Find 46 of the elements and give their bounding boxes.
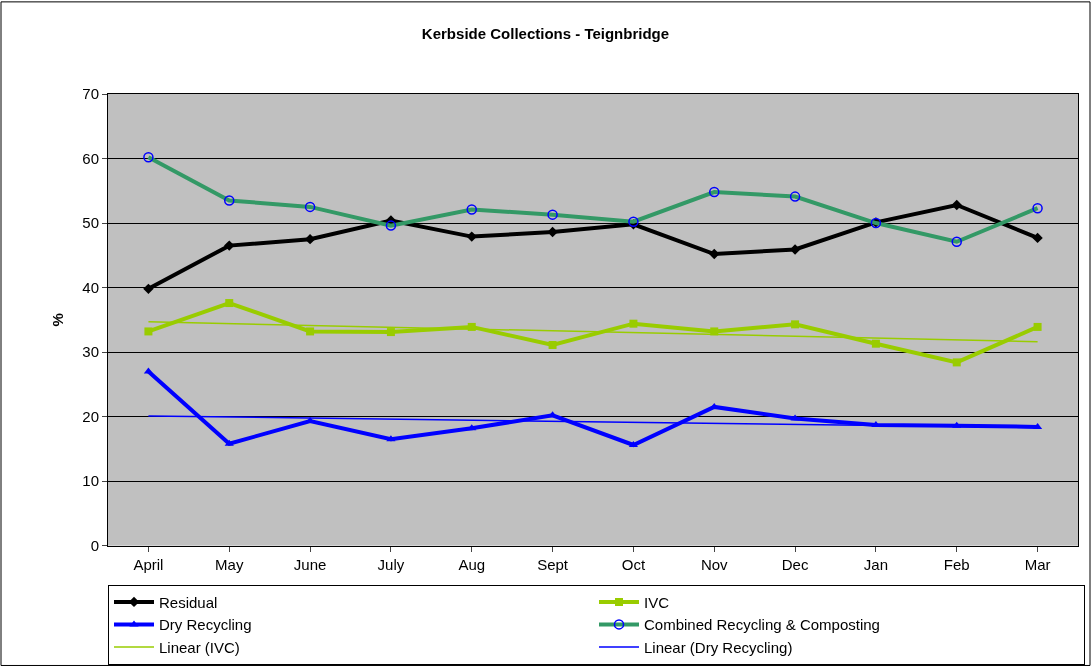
point xyxy=(1032,232,1043,244)
point xyxy=(1033,322,1042,331)
point xyxy=(548,340,557,349)
point xyxy=(951,199,962,211)
chart-title: Kerbside Collections - Teignbridge xyxy=(421,24,670,42)
x-tick-label: June xyxy=(293,555,327,573)
legend-label: Linear (Dry Recycling) xyxy=(644,638,793,656)
y-tick-label: 70 xyxy=(82,85,99,103)
point xyxy=(143,283,154,295)
legend-label: IVC xyxy=(644,593,670,611)
y-tick-label: 30 xyxy=(82,343,99,361)
point xyxy=(386,328,395,337)
y-tick-label: 20 xyxy=(82,407,99,425)
y-axis-title: % xyxy=(48,313,66,327)
point xyxy=(144,327,153,336)
point xyxy=(306,327,315,336)
y-tick-label: 0 xyxy=(90,536,99,554)
y-tick-label: 60 xyxy=(82,149,99,167)
y-tick-label: 50 xyxy=(82,214,99,232)
point xyxy=(629,319,638,328)
x-tick-label: Dec xyxy=(781,555,809,573)
x-tick-label: Sept xyxy=(537,555,569,573)
point xyxy=(224,439,234,446)
point xyxy=(225,299,234,308)
x-tick-label: Oct xyxy=(621,555,646,573)
x-tick-label: Mar xyxy=(1024,555,1051,573)
point xyxy=(791,320,800,329)
y-tick-label: 10 xyxy=(82,472,99,490)
x-tick-label: May xyxy=(215,555,244,573)
point xyxy=(790,414,800,421)
point xyxy=(871,339,880,348)
x-tick-label: Nov xyxy=(700,555,729,573)
y-tick-label: 40 xyxy=(82,278,99,296)
legend-label: Residual xyxy=(159,593,218,611)
x-tick-label: Jan xyxy=(863,555,889,573)
legend-label: Dry Recycling xyxy=(159,616,252,634)
legend-label: Linear (IVC) xyxy=(159,638,240,656)
x-tick-label: Feb xyxy=(943,555,970,573)
point xyxy=(467,424,477,431)
x-tick-label: Aug xyxy=(458,555,486,573)
x-tick-label: July xyxy=(377,555,405,573)
legend-label: Combined Recycling & Composting xyxy=(644,616,880,634)
x-tick-label: April xyxy=(133,555,164,573)
point xyxy=(466,231,477,242)
point xyxy=(547,226,558,238)
point xyxy=(952,358,961,367)
